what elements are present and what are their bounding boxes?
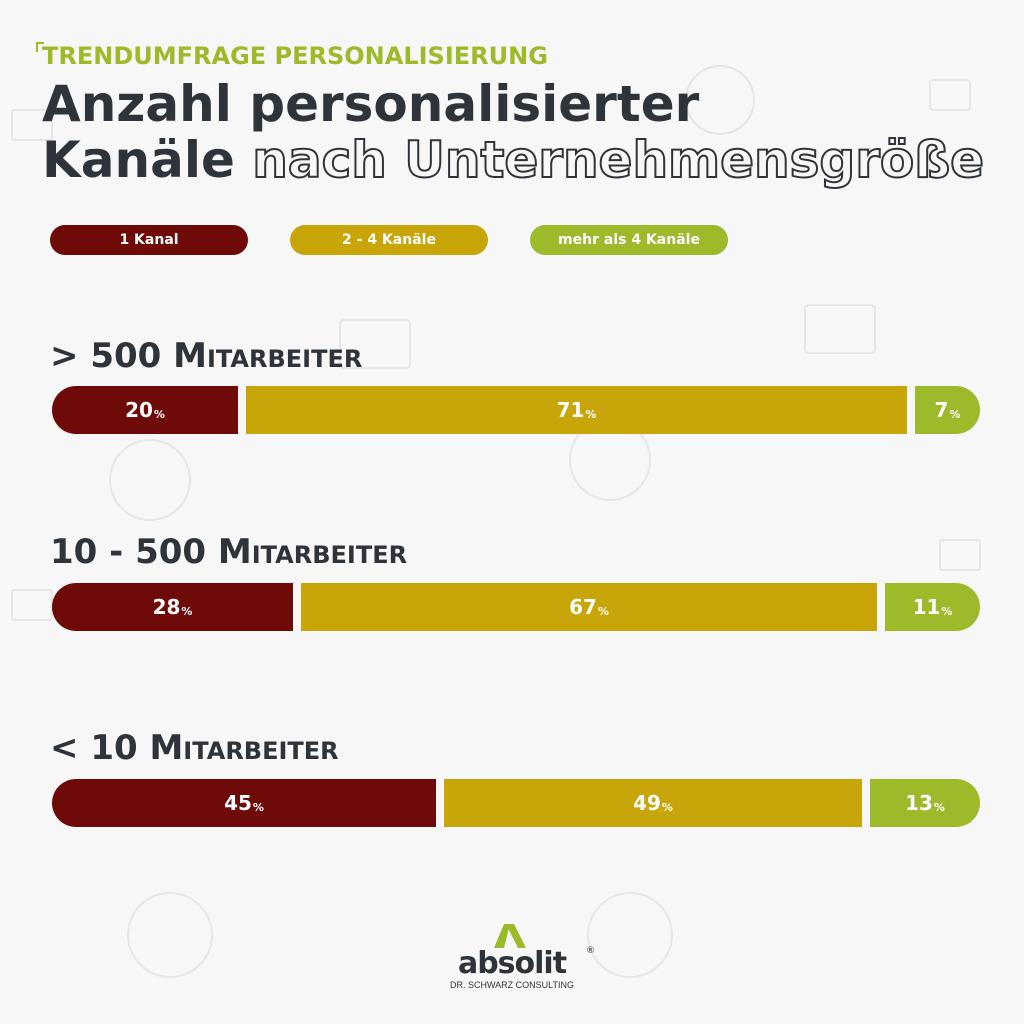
- group-label-1: > 500 Mitarbeiter: [50, 336, 363, 376]
- data-label: 20: [125, 398, 153, 422]
- title-line-2-bold: Kanäle: [42, 131, 235, 189]
- bar-segment: 67%: [301, 583, 877, 631]
- bar-row-3: 45% 49% 13%: [52, 779, 980, 827]
- data-label-unit: %: [941, 604, 953, 618]
- bar-row-2: 28% 67% 11%: [52, 583, 980, 631]
- data-label: 49: [633, 791, 661, 815]
- page-title: Anzahl personalisierter Kanäle nach Unte…: [42, 75, 985, 189]
- data-label: 28: [152, 595, 181, 619]
- bar-segment: 11%: [885, 583, 980, 631]
- bar-segment: 20%: [52, 386, 238, 434]
- group-label-2: 10 - 500 Mitarbeiter: [50, 532, 408, 572]
- group-label-3: < 10 Mitarbeiter: [50, 728, 339, 768]
- logo-registered-mark: ®: [586, 946, 595, 956]
- data-label-unit: %: [933, 800, 945, 814]
- bar-segment: 71%: [246, 386, 907, 434]
- data-label-unit: %: [597, 604, 609, 618]
- legend-item-1: 1 Kanal: [50, 225, 248, 255]
- legend-item-2: 2 - 4 Kanäle: [290, 225, 488, 255]
- kicker-corner-mark: [36, 42, 44, 52]
- legend-item-3: mehr als 4 Kanäle: [530, 225, 728, 255]
- absolit-logo: absolit ® DR. SCHWARZ CONSULTING: [430, 920, 600, 990]
- title-line-1: Anzahl personalisierter: [42, 75, 700, 133]
- logo-mark-icon: [494, 924, 526, 948]
- logo-wordmark: absolit: [457, 946, 567, 981]
- data-label-unit: %: [949, 407, 961, 421]
- bar-segment: 7%: [915, 386, 980, 434]
- bar-segment: 45%: [52, 779, 436, 827]
- data-label: 45: [224, 791, 252, 815]
- logo-subtitle: DR. SCHWARZ CONSULTING: [449, 980, 574, 990]
- data-label-unit: %: [661, 800, 673, 814]
- data-label-unit: %: [252, 800, 264, 814]
- kicker-label: TRENDUMFRAGE PERSONALISIERUNG: [42, 42, 548, 70]
- bar-segment: 49%: [444, 779, 862, 827]
- data-label: 11: [912, 595, 941, 619]
- bar-segment: 28%: [52, 583, 293, 631]
- title-line-2-outline: nach Unternehmensgröße: [251, 131, 985, 189]
- data-label: 13: [905, 791, 933, 815]
- data-label-unit: %: [181, 604, 193, 618]
- data-label-unit: %: [153, 407, 165, 421]
- bar-segment: 13%: [870, 779, 980, 827]
- data-label-unit: %: [585, 407, 597, 421]
- bar-row-1: 20% 71% 7%: [52, 386, 980, 434]
- data-label: 7: [934, 398, 949, 422]
- data-label: 71: [556, 398, 585, 422]
- data-label: 67: [569, 595, 597, 619]
